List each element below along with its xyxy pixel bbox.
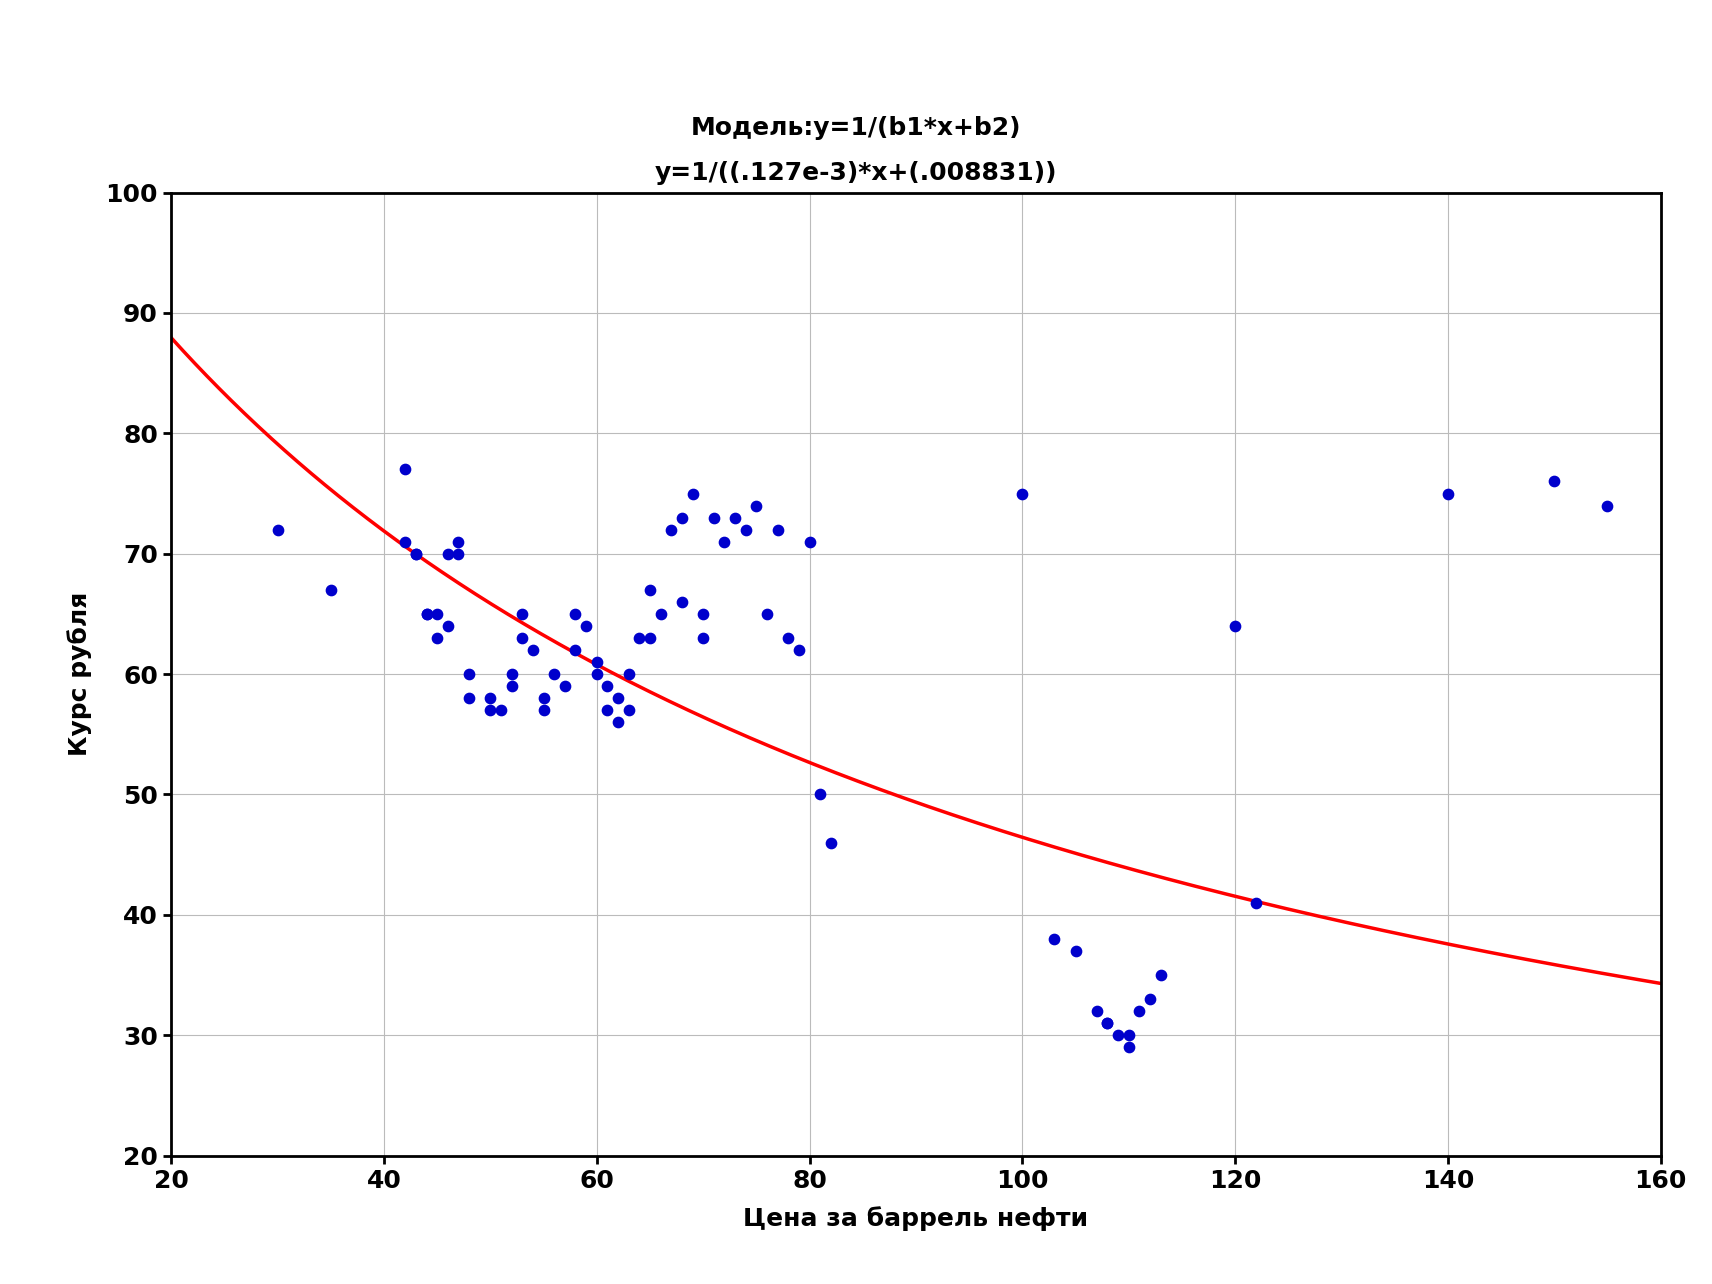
Point <box>668 507 695 528</box>
Point <box>690 603 717 624</box>
Point <box>774 628 801 648</box>
Point <box>637 628 664 648</box>
Text: y=1/((.127e-3)*x+(.008831)): y=1/((.127e-3)*x+(.008831)) <box>654 162 1058 185</box>
Point <box>455 664 483 684</box>
Point <box>1125 1002 1152 1022</box>
Point <box>1137 989 1164 1009</box>
Point <box>1094 1013 1121 1034</box>
Point <box>392 460 419 480</box>
Point <box>445 543 473 564</box>
Text: Модель:y=1/(b1*x+b2): Модель:y=1/(b1*x+b2) <box>690 117 1022 140</box>
Point <box>413 603 440 624</box>
Point <box>637 579 664 600</box>
Point <box>1435 483 1462 503</box>
Point <box>753 603 781 624</box>
Point <box>572 616 599 637</box>
Point <box>562 603 589 624</box>
Point <box>615 700 642 720</box>
Point <box>541 664 568 684</box>
Point <box>584 652 611 673</box>
Point <box>488 700 515 720</box>
Point <box>690 628 717 648</box>
Point <box>445 532 473 552</box>
Point <box>721 507 748 528</box>
Point <box>700 507 728 528</box>
Point <box>1147 964 1174 985</box>
Point <box>584 664 611 684</box>
Point <box>264 520 291 541</box>
Y-axis label: Курс рубля: Курс рубля <box>67 592 92 756</box>
Point <box>476 700 503 720</box>
Point <box>1094 1013 1121 1034</box>
Point <box>594 700 621 720</box>
Point <box>551 675 579 696</box>
Point <box>657 520 685 541</box>
Point <box>1243 892 1270 913</box>
Point <box>423 628 450 648</box>
Point <box>1541 471 1568 492</box>
Point <box>1115 1037 1142 1058</box>
Point <box>423 603 450 624</box>
Point <box>1041 928 1068 949</box>
Point <box>668 592 695 612</box>
Point <box>435 616 462 637</box>
Point <box>625 628 652 648</box>
Point <box>733 520 760 541</box>
Point <box>1594 496 1621 516</box>
Point <box>455 688 483 709</box>
Point <box>604 711 632 732</box>
Point <box>1061 941 1089 962</box>
Point <box>529 688 556 709</box>
Point <box>529 700 556 720</box>
Point <box>498 664 526 684</box>
Point <box>435 543 462 564</box>
Point <box>1221 616 1248 637</box>
Point <box>604 688 632 709</box>
Point <box>1104 1025 1132 1045</box>
Point <box>647 603 675 624</box>
Point <box>1115 1025 1142 1045</box>
Point <box>817 832 844 853</box>
Point <box>743 496 770 516</box>
Point <box>806 785 834 805</box>
Point <box>476 688 503 709</box>
Point <box>519 639 546 660</box>
Point <box>402 543 430 564</box>
X-axis label: Цена за баррель нефти: Цена за баррель нефти <box>743 1207 1089 1231</box>
Point <box>594 675 621 696</box>
Point <box>786 639 813 660</box>
Point <box>402 543 430 564</box>
Point <box>764 520 791 541</box>
Point <box>710 532 738 552</box>
Point <box>508 628 536 648</box>
Point <box>678 483 705 503</box>
Point <box>317 579 344 600</box>
Point <box>796 532 823 552</box>
Point <box>508 603 536 624</box>
Point <box>1008 483 1036 503</box>
Point <box>498 675 526 696</box>
Point <box>615 664 642 684</box>
Point <box>392 532 419 552</box>
Point <box>562 639 589 660</box>
Point <box>413 603 440 624</box>
Point <box>1084 1002 1111 1022</box>
